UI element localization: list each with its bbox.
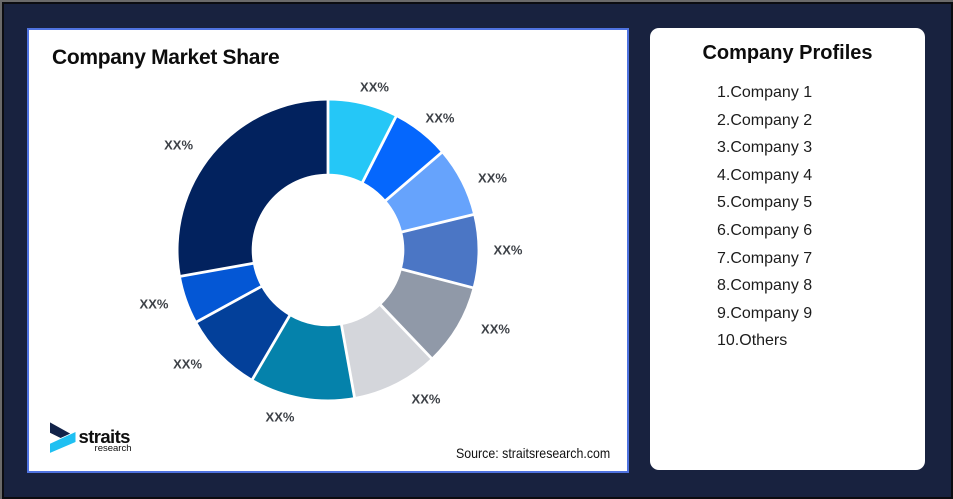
svg-text:straits: straits [79,426,131,447]
svg-text:research: research [95,443,132,454]
